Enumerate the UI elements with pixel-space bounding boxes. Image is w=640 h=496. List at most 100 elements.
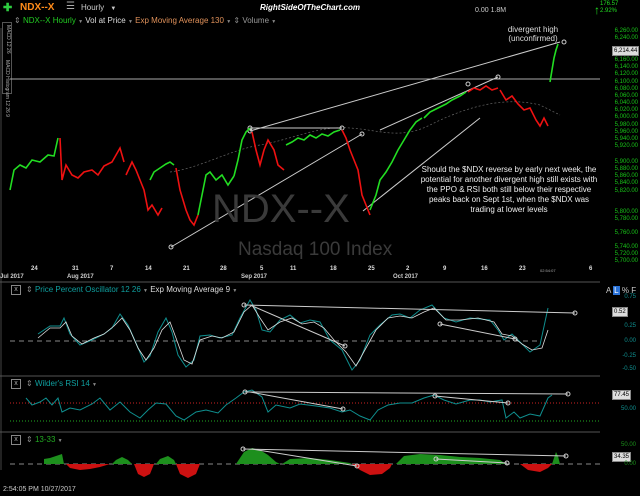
price-tick: 6,240.00: [614, 35, 638, 41]
drag-handle-icon[interactable]: ⇕: [26, 379, 33, 388]
price-tick: 6,120.00: [614, 71, 638, 77]
price-tick: 6,040.00: [614, 100, 638, 106]
divergent-high-label: divergent high: [507, 25, 559, 34]
scale-fit-button[interactable]: F: [631, 286, 637, 295]
date-tick: 16: [481, 266, 488, 272]
price-tick: 5,960.00: [614, 129, 638, 135]
osc-label[interactable]: 13-33: [34, 435, 56, 444]
drag-handle-icon[interactable]: ⇕: [26, 435, 33, 444]
price-tick: 5,760.00: [614, 230, 638, 236]
price-tick: 5,880.00: [614, 166, 638, 172]
date-tick: 21: [183, 266, 190, 272]
date-tick: 9: [443, 266, 447, 272]
date-tick: 18: [330, 266, 337, 272]
ppo-tick: -0.25: [622, 353, 636, 359]
date-tick: 6: [589, 266, 593, 272]
price-tick: 5,900.00: [614, 159, 638, 165]
price-tick: 6,260.00: [614, 28, 638, 34]
price-tick: 5,980.00: [614, 122, 638, 128]
timeframe-dropdown[interactable]: Hourly ▼: [81, 3, 116, 12]
scale-buttons[interactable]: A L % F: [606, 286, 636, 295]
rsi-current-tag: 77.45: [612, 390, 632, 400]
drag-handle-icon[interactable]: ⇕: [233, 16, 241, 25]
series-label[interactable]: NDX--X Hourly: [22, 16, 76, 25]
ppo-tick: -0.50: [622, 366, 636, 372]
side-tab-macd[interactable]: MACD 12 26: [2, 22, 12, 94]
price-tick: 5,820.00: [614, 188, 638, 194]
date-tick: 25: [368, 266, 375, 272]
footer-timestamp: 2:54:05 PM 10/27/2017: [3, 486, 76, 493]
arrow-up-icon: ↑: [594, 3, 600, 17]
month-label: Sep 2017: [241, 274, 268, 280]
ema-label[interactable]: Exp Moving Average 130: [135, 16, 224, 25]
cursor-time: 02:54:07: [540, 268, 556, 273]
chevron-down-icon[interactable]: ▼: [143, 288, 148, 294]
date-tick: 24: [31, 266, 38, 272]
drag-handle-icon[interactable]: ⇕: [26, 285, 33, 294]
osc-tick: 0.00: [624, 461, 636, 467]
add-chart-button[interactable]: ✚: [3, 1, 12, 14]
unconfirmed-label: (unconfirmed): [508, 34, 558, 43]
date-tick: 31: [72, 266, 79, 272]
quote-summary: 0.00 1.8M: [475, 7, 507, 14]
month-label: Jul 2017: [0, 274, 24, 280]
change-percent: 2.92%: [600, 8, 618, 14]
price-tick: 6,100.00: [614, 79, 638, 85]
scale-percent-button[interactable]: %: [621, 286, 629, 295]
month-label: Oct 2017: [393, 274, 419, 280]
date-tick: 7: [110, 266, 114, 272]
current-price-tag: 6,214.44: [612, 46, 640, 56]
vol-at-price-label[interactable]: Vol at Price: [85, 16, 126, 25]
ppo-tick: 0.25: [624, 323, 636, 329]
change-absolute: 176.57: [600, 1, 619, 7]
scale-auto-button[interactable]: A: [606, 286, 611, 295]
price-tick: 6,160.00: [614, 57, 638, 63]
list-icon[interactable]: ☰: [66, 1, 75, 12]
ppo-tick: 0.75: [624, 294, 636, 300]
chevron-down-icon[interactable]: ▼: [92, 382, 97, 388]
ppo-tick: 0.00: [624, 338, 636, 344]
close-icon: x: [14, 380, 18, 387]
rsi-label[interactable]: Wilder's RSI 14: [34, 379, 90, 388]
chevron-down-icon[interactable]: ▼: [57, 438, 63, 444]
price-tick: 6,000.00: [614, 114, 638, 120]
price-tick: 6,020.00: [614, 107, 638, 113]
price-tick: 5,720.00: [614, 251, 638, 257]
analysis-note: Should the $NDX reverse by early next we…: [420, 165, 598, 214]
ppo-label[interactable]: Price Percent Oscillator 12 26: [34, 285, 141, 294]
plus-icon: ✚: [3, 2, 13, 14]
watermark-name: Nasdaq 100 Index: [238, 239, 393, 260]
chevron-down-icon[interactable]: ▼: [78, 19, 84, 25]
chevron-down-icon[interactable]: ▼: [226, 19, 232, 25]
price-tick: 5,740.00: [614, 244, 638, 250]
close-icon: x: [14, 436, 18, 443]
watermark-symbol: NDX--X: [212, 187, 350, 231]
price-axis[interactable]: 6,260.00 6,240.00 6,180.00 6,160.00 6,14…: [600, 28, 640, 278]
close-icon: x: [14, 286, 18, 293]
close-panel-button[interactable]: x: [11, 285, 21, 295]
date-tick: 28: [220, 266, 227, 272]
osc-tick: 50.00: [620, 442, 636, 448]
price-tick: 5,700.00: [614, 258, 638, 264]
close-panel-button[interactable]: x: [11, 379, 21, 389]
chevron-down-icon[interactable]: ▼: [232, 288, 238, 294]
chevron-down-icon[interactable]: ▼: [271, 19, 277, 25]
ppo-signal-label[interactable]: Exp Moving Average 9: [150, 285, 231, 294]
price-tick: 5,860.00: [614, 173, 638, 179]
branding: RightSideOfTheChart.com: [260, 3, 361, 12]
volume-label[interactable]: Volume: [242, 16, 270, 25]
date-tick: 14: [145, 266, 152, 272]
price-tick: 5,920.00: [614, 143, 638, 149]
price-tick: 6,080.00: [614, 86, 638, 92]
chevron-down-icon[interactable]: ▼: [127, 19, 133, 25]
date-tick: 2: [406, 266, 410, 272]
close-panel-button[interactable]: x: [11, 435, 21, 445]
symbol-label[interactable]: NDX--X: [20, 2, 55, 13]
drag-handle-icon[interactable]: ⇕: [14, 16, 21, 25]
price-tick: 6,140.00: [614, 64, 638, 70]
date-tick: 23: [519, 266, 526, 272]
chevron-down-icon: ▼: [110, 6, 117, 12]
price-tick: 5,940.00: [614, 136, 638, 142]
scale-log-button[interactable]: L: [613, 286, 620, 295]
